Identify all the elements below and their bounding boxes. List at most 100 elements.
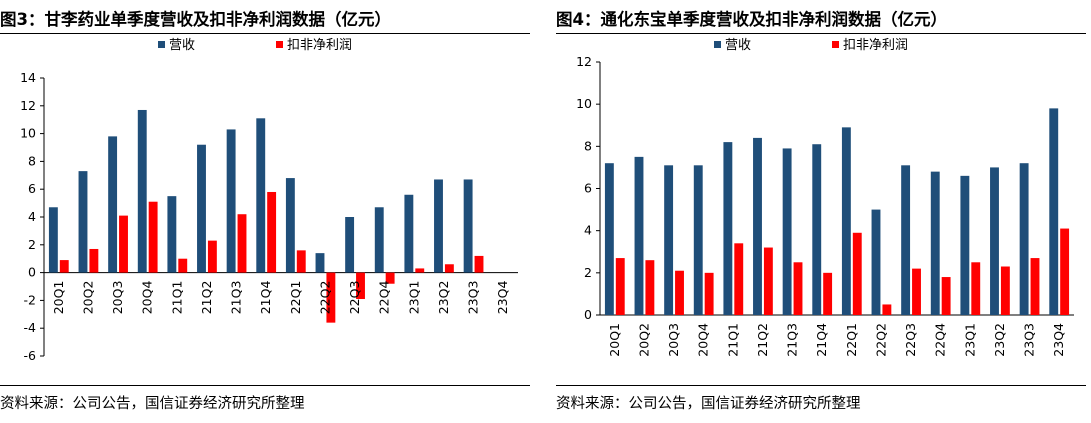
y-tick-label: -2 <box>24 292 36 307</box>
revenue-bar <box>871 209 881 315</box>
x-tick-label: 22Q2 <box>873 323 888 357</box>
revenue-bar <box>167 196 177 273</box>
x-tick-label: 21Q4 <box>814 323 829 357</box>
revenue-bar <box>664 165 674 315</box>
x-tick-label: 20Q2 <box>80 281 95 315</box>
x-tick-label: 21Q2 <box>199 281 214 315</box>
y-tick-label: 10 <box>576 96 592 111</box>
source-rule <box>0 385 530 386</box>
revenue-bar <box>753 137 762 315</box>
profit-bar <box>89 248 99 273</box>
x-tick-label: 22Q3 <box>347 281 362 315</box>
y-tick-label: 14 <box>20 70 36 85</box>
revenue-bar <box>901 165 911 315</box>
y-tick-label: 0 <box>28 265 36 280</box>
x-tick-label: 22Q4 <box>933 323 948 357</box>
revenue-bar <box>841 127 851 315</box>
profit-bar <box>267 191 277 273</box>
y-tick-label: -4 <box>24 320 37 335</box>
x-tick-label: 21Q3 <box>229 281 244 315</box>
y-tick-label: 6 <box>584 181 592 196</box>
revenue-bar <box>226 129 236 273</box>
profit-bar <box>119 215 128 273</box>
x-tick-label: 23Q1 <box>406 281 421 315</box>
x-tick-label: 23Q2 <box>436 281 451 315</box>
revenue-bar <box>434 179 443 273</box>
bar-chart: -6 -4 -2 0 2 4 6 8 10 12 14 20Q1 20Q2 20Q3 20Q4 21Q1 21Q… <box>20 38 518 363</box>
x-tick-label: 20Q1 <box>607 323 622 357</box>
x-tick-label: 21Q1 <box>169 281 184 315</box>
revenue-bar <box>1049 108 1059 315</box>
profit-bar <box>474 255 484 273</box>
profit-bar <box>675 270 684 315</box>
revenue-bar <box>782 148 792 315</box>
profit-bar <box>734 243 744 315</box>
legend-label-profit: 扣非净利润 <box>287 38 352 53</box>
chart-title: 图4：通化东宝单季度营收及扣非净利润数据（亿元） <box>556 10 947 29</box>
profit-bar <box>1060 228 1070 315</box>
revenue-bar <box>137 109 147 273</box>
revenue-bar <box>404 194 414 273</box>
y-tick-label: 2 <box>584 265 592 280</box>
profit-bar <box>823 272 833 315</box>
profit-bar <box>941 277 951 315</box>
chart-panel-right: 图4：通化东宝单季度营收及扣非净利润数据（亿元） 0 2 4 6 8 10 12 20Q1 20… <box>556 0 1091 423</box>
x-tick-label: 21Q3 <box>785 323 800 357</box>
revenue-bar <box>108 136 118 273</box>
x-tick-label: 20Q4 <box>140 281 155 315</box>
title-rule <box>556 33 1086 34</box>
x-tick-label: 23Q3 <box>466 281 481 315</box>
revenue-bar <box>48 207 58 273</box>
revenue-bar <box>930 171 940 315</box>
profit-bar <box>704 272 714 315</box>
revenue-bar <box>990 167 999 315</box>
x-tick-label: 20Q3 <box>666 323 681 357</box>
legend-label-revenue: 营收 <box>169 38 195 53</box>
y-tick-label: 4 <box>584 223 592 238</box>
chart-panel-left: 图3：甘李药业单季度营收及扣非净利润数据（亿元） -6 -4 -2 0 2 4 6 8 10 12… <box>0 0 535 423</box>
y-tick-label: 6 <box>28 181 36 196</box>
chart-title: 图3：甘李药业单季度营收及扣非净利润数据（亿元） <box>0 10 391 29</box>
revenue-bar <box>463 179 473 273</box>
profit-bar <box>1030 258 1040 315</box>
profit-bar <box>385 272 395 284</box>
y-tick-label: 8 <box>28 153 36 168</box>
title-rule <box>0 33 530 34</box>
revenue-bar <box>1019 163 1029 315</box>
x-tick-label: 20Q4 <box>696 323 711 357</box>
revenue-bar <box>812 144 822 315</box>
revenue-bar <box>723 142 733 315</box>
profit-bar <box>415 268 425 273</box>
profit-bar <box>59 260 69 273</box>
profit-bar <box>326 272 336 323</box>
y-tick-label: -6 <box>24 348 37 363</box>
profit-bar <box>237 214 247 273</box>
profit-bar <box>852 232 862 315</box>
profit-bar <box>645 260 655 315</box>
profit-bar <box>1000 266 1010 315</box>
revenue-bar <box>693 165 703 315</box>
x-tick-label: 21Q4 <box>258 281 273 315</box>
y-tick-label: 0 <box>584 307 592 322</box>
x-tick-label: 21Q2 <box>755 323 770 357</box>
revenue-bar <box>256 118 266 273</box>
x-tick-label: 22Q1 <box>288 281 303 315</box>
revenue-bar <box>197 144 206 273</box>
x-tick-label: 23Q2 <box>992 323 1007 357</box>
y-tick-label: 12 <box>576 54 592 69</box>
x-tick-label: 23Q4 <box>495 281 510 315</box>
bar-chart: 0 2 4 6 8 10 12 20Q1 20Q2 20Q3 20Q4 21Q1 21Q2 21Q3 21Q… <box>576 38 1074 357</box>
x-tick-label: 23Q4 <box>1051 323 1066 357</box>
profit-bar <box>615 258 625 315</box>
legend-label-revenue: 营收 <box>725 38 751 53</box>
y-tick-label: 8 <box>584 138 592 153</box>
profit-bar <box>912 268 921 315</box>
y-tick-label: 10 <box>20 126 36 141</box>
x-tick-label: 20Q1 <box>51 281 66 315</box>
revenue-bar <box>285 178 295 273</box>
x-tick-label: 22Q3 <box>903 323 918 357</box>
y-tick-label: 2 <box>28 237 36 252</box>
y-tick-label: 12 <box>20 98 36 113</box>
profit-bar <box>444 264 454 273</box>
profit-bar <box>296 250 306 273</box>
